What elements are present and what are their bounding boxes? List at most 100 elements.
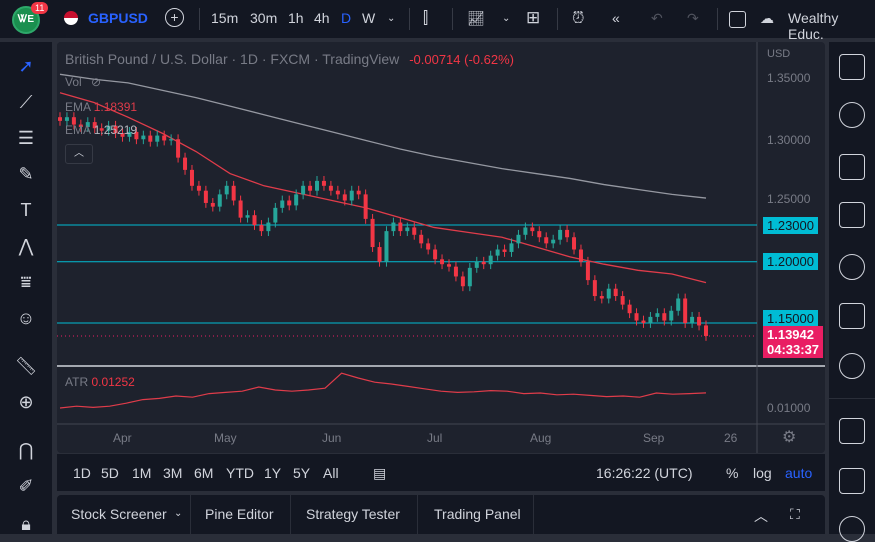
watchlist-icon[interactable] xyxy=(839,54,865,80)
symbol-search[interactable]: GBPUSD xyxy=(88,10,148,26)
redo-icon[interactable]: ↷ xyxy=(687,10,699,26)
range-5y[interactable]: 5Y xyxy=(293,465,311,481)
pattern-icon[interactable]: ⋀ xyxy=(18,236,34,256)
alarm-clock-icon[interactable] xyxy=(839,102,865,128)
layout-name[interactable]: Wealthy Educ. xyxy=(788,10,839,42)
chevron-down-icon[interactable]: ⌄ xyxy=(387,13,396,24)
cloud-save-icon[interactable]: ☁︎ xyxy=(760,10,774,26)
last-price: 1.13942 xyxy=(767,327,814,342)
ema-value: 1.18391 xyxy=(93,100,138,114)
indicators-icon[interactable]: 📈︎ xyxy=(467,10,485,26)
hotlist-icon[interactable] xyxy=(839,202,865,228)
interval-1h[interactable]: 1h xyxy=(288,10,304,26)
percent-toggle[interactable]: % xyxy=(726,465,739,481)
candle-body xyxy=(217,194,222,207)
chevron-down-icon[interactable]: ⌄ xyxy=(174,508,183,519)
tab-strategy-tester[interactable]: Strategy Tester xyxy=(306,506,400,522)
utc-clock[interactable]: 16:26:22 (UTC) xyxy=(596,465,693,481)
legend: British Pound / U.S. Dollar · 1D · FXCM … xyxy=(65,51,514,67)
hline-label: 1.20000 xyxy=(763,253,818,270)
tab-pine-editor[interactable]: Pine Editor xyxy=(205,506,274,522)
interval-4h[interactable]: 4h xyxy=(314,10,330,26)
candle-body xyxy=(453,266,458,277)
candle-body xyxy=(252,215,257,225)
range-all[interactable]: All xyxy=(323,465,339,481)
candle-body xyxy=(606,288,611,299)
tab-trading-panel[interactable]: Trading Panel xyxy=(434,506,521,522)
candle-body xyxy=(384,231,389,262)
text-icon[interactable]: T xyxy=(20,200,32,220)
tab-stock-screener[interactable]: Stock Screener xyxy=(71,506,167,522)
candle-body xyxy=(655,313,660,317)
hidden-eye-icon[interactable]: ⊘ xyxy=(91,75,102,89)
interval-30m[interactable]: 30m xyxy=(250,10,278,26)
candle-body xyxy=(335,190,340,195)
range-5d[interactable]: 5D xyxy=(101,465,119,481)
range-ytd[interactable]: YTD xyxy=(226,465,254,481)
log-toggle[interactable]: log xyxy=(753,465,772,481)
range-6m[interactable]: 6M xyxy=(194,465,214,481)
fullscreen-square-icon[interactable] xyxy=(729,11,746,28)
time-tick: Sep xyxy=(643,431,665,445)
chart-area[interactable]: British Pound / U.S. Dollar · 1D · FXCM … xyxy=(57,42,825,453)
candle-body xyxy=(189,169,194,186)
lock-icon[interactable]: 🔒︎ xyxy=(21,514,31,534)
ideas-lightbulb-icon[interactable] xyxy=(839,353,865,379)
candle-body xyxy=(641,320,646,323)
atr-label: ATR xyxy=(65,375,89,389)
candle-body xyxy=(370,218,375,248)
collapse-panel-icon[interactable]: ︿ xyxy=(754,508,768,524)
candle-body xyxy=(259,225,264,232)
replay-icon[interactable]: « xyxy=(612,10,620,26)
zoom-in-icon[interactable]: ⊕ xyxy=(18,392,34,412)
chart-data-icon[interactable] xyxy=(839,254,865,280)
price-chart[interactable] xyxy=(57,42,825,453)
settings-gear-icon[interactable]: ⚙︎ xyxy=(782,429,797,446)
candle-body xyxy=(683,298,688,323)
trend-line-icon[interactable]: ⟋ xyxy=(19,92,33,112)
candle-body xyxy=(148,135,153,142)
chat-icon[interactable] xyxy=(839,468,865,494)
calendar-icon[interactable] xyxy=(839,303,865,329)
candles-icon[interactable]: ⫿ xyxy=(423,10,429,27)
candle-body xyxy=(544,237,549,244)
undo-icon[interactable]: ↶ xyxy=(651,10,663,26)
bottom-panel: Stock Screener ⌄ Pine Editor Strategy Te… xyxy=(57,495,825,534)
candle-body xyxy=(99,128,104,131)
brush-icon[interactable]: ✎ xyxy=(18,164,34,184)
range-1y[interactable]: 1Y xyxy=(264,465,282,481)
news-icon[interactable] xyxy=(839,154,865,180)
compare-add-icon[interactable]: + xyxy=(165,8,184,27)
interval-d[interactable]: D xyxy=(341,10,352,26)
range-1d[interactable]: 1D xyxy=(73,465,91,481)
magnet-icon[interactable]: ⋂ xyxy=(18,440,34,460)
emoji-icon[interactable]: ☺ xyxy=(16,308,36,328)
candle-body xyxy=(280,200,285,208)
maximize-icon[interactable]: ⛶ xyxy=(790,506,800,522)
prediction-icon[interactable]: ⩸ xyxy=(20,272,32,292)
streams-icon[interactable] xyxy=(839,516,865,542)
ema-slow-line xyxy=(59,73,707,199)
cursor-icon[interactable]: ➚ xyxy=(18,56,34,76)
range-3m[interactable]: 3M xyxy=(163,465,183,481)
chevron-down-icon[interactable]: ⌄ xyxy=(502,13,511,24)
interval-15m[interactable]: 15m xyxy=(211,10,239,26)
chats-icon[interactable] xyxy=(839,418,865,444)
ruler-icon[interactable]: 📏︎ xyxy=(14,356,38,376)
auto-toggle[interactable]: auto xyxy=(785,465,813,481)
currency-selector[interactable]: USD xyxy=(767,48,791,60)
date-range-icon[interactable]: ▤ xyxy=(373,465,387,481)
range-1m[interactable]: 1M xyxy=(132,465,152,481)
interval-w[interactable]: W xyxy=(362,10,376,26)
lock-drawing-icon[interactable]: ✐ xyxy=(18,476,34,496)
candle-body xyxy=(176,139,181,158)
ema-label: EMA xyxy=(65,100,91,114)
fib-icon[interactable]: ☰ xyxy=(17,128,35,148)
candle-body xyxy=(127,131,132,137)
alert-icon[interactable]: ⏰︎ xyxy=(572,10,585,27)
candle-body xyxy=(224,185,229,195)
right-sidebar xyxy=(829,42,875,542)
layout-grid-icon[interactable]: ⊞ xyxy=(526,8,541,27)
collapse-legend-button[interactable]: ︿ xyxy=(65,144,93,164)
candle-body xyxy=(599,296,604,299)
